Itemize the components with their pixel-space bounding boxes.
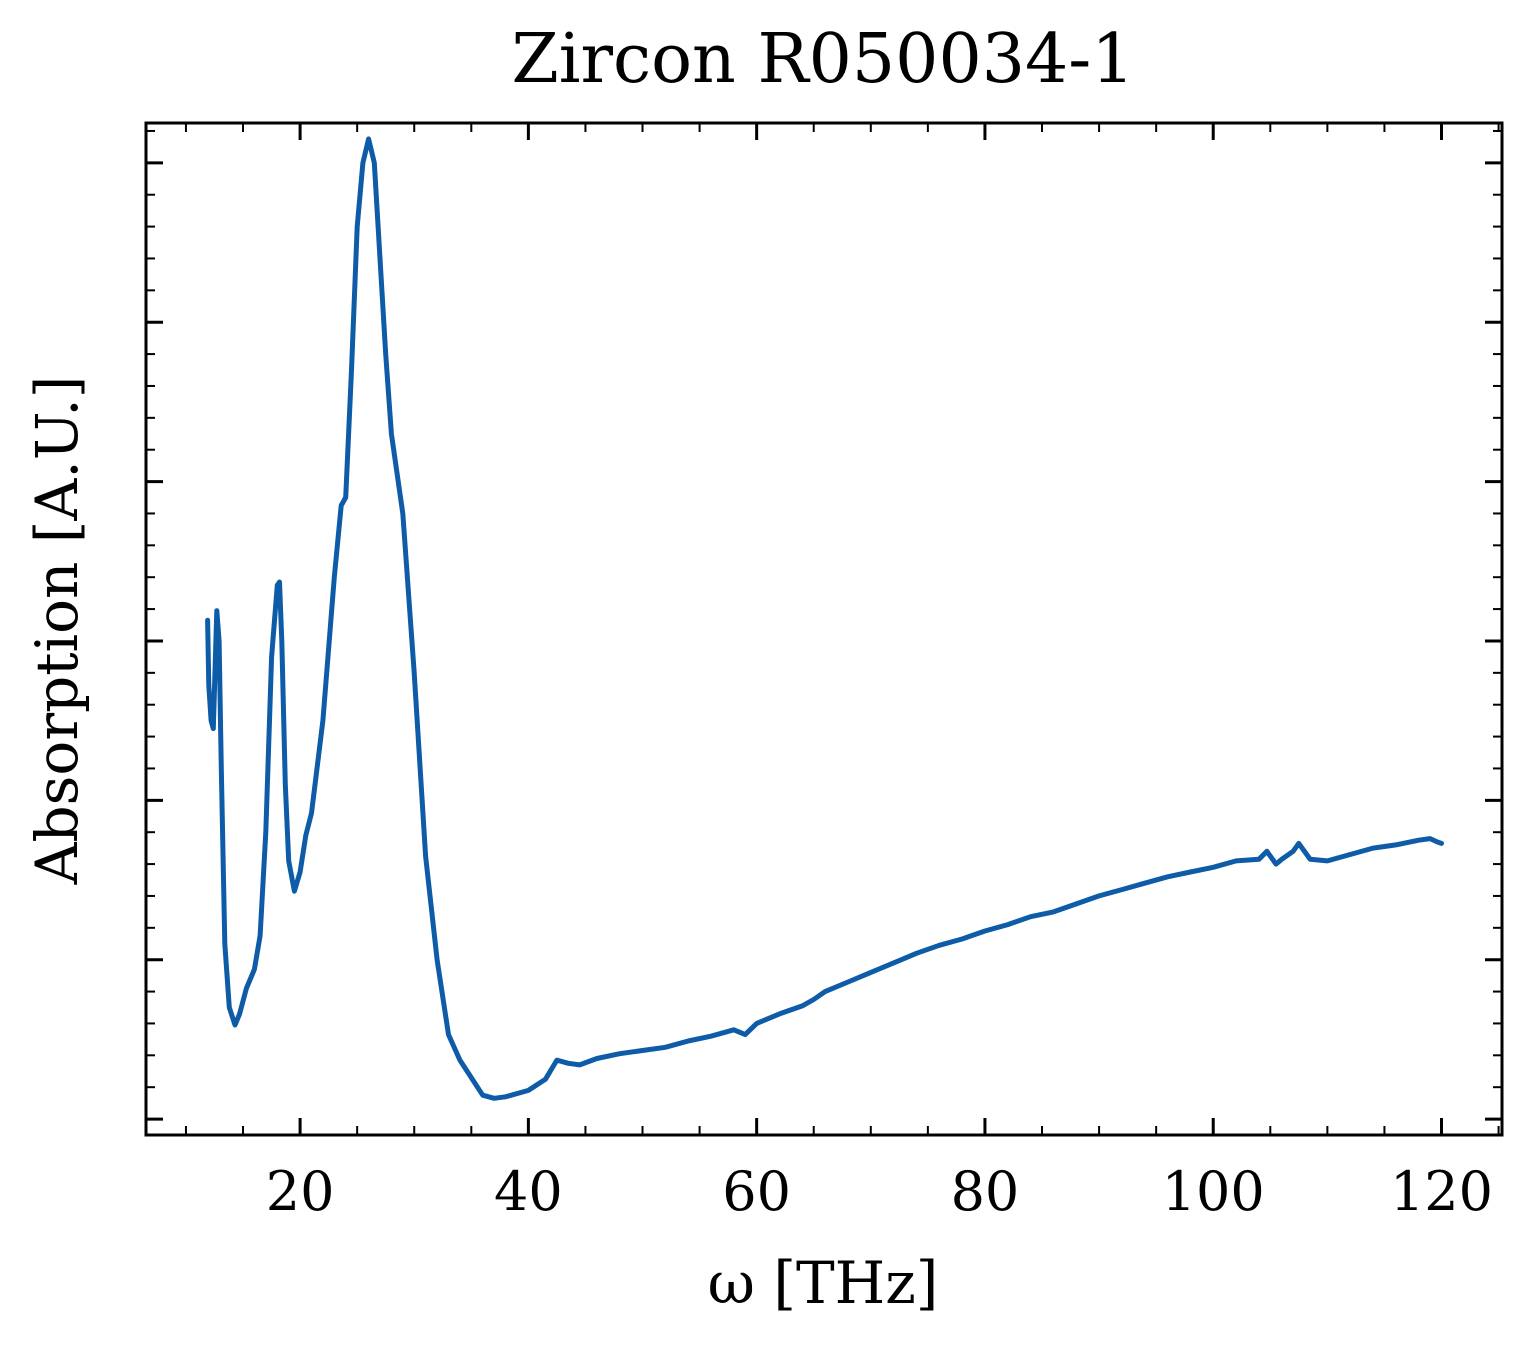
y-axis-label: Absorption [A.U.]	[23, 376, 91, 886]
x-tick-label: 120	[1390, 1160, 1493, 1223]
x-tick-label: 100	[1162, 1160, 1265, 1223]
x-tick-label: 80	[951, 1160, 1020, 1223]
x-tick-label: 60	[722, 1160, 791, 1223]
x-tick-label: 20	[266, 1160, 335, 1223]
plot-frame	[144, 121, 1504, 1137]
x-tick-label: 40	[494, 1160, 563, 1223]
tick-labels: 20 40 60 80 100 120	[266, 1160, 1493, 1223]
chart-title: Zircon R050034-1	[512, 20, 1135, 99]
x-axis-label: ω [THz]	[708, 1249, 939, 1317]
absorption-line	[205, 136, 1444, 1101]
ticks	[146, 123, 1502, 1135]
